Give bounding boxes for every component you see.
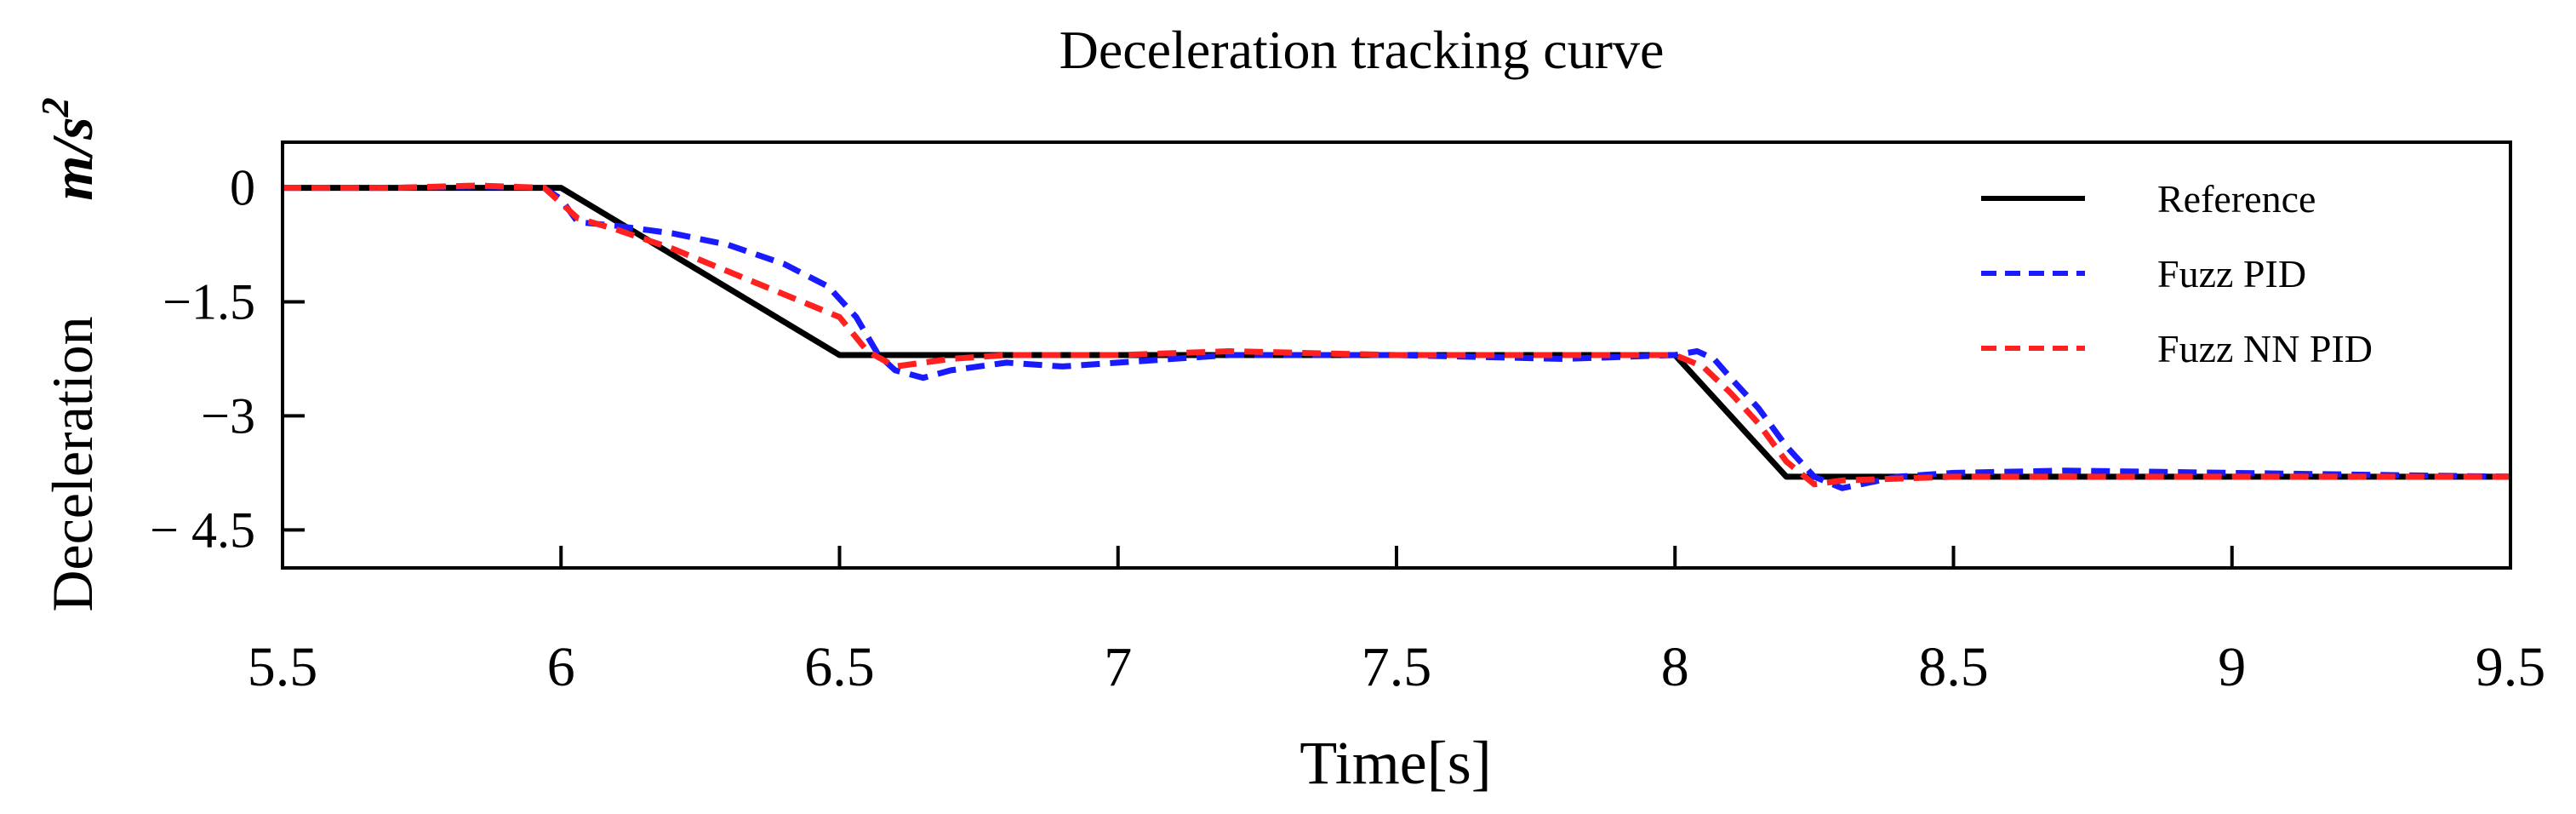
plot-frame bbox=[281, 140, 2512, 570]
y-tick-label: −1.5 bbox=[163, 274, 255, 330]
chart-title: Deceleration tracking curve bbox=[1060, 20, 1665, 80]
x-tick-label: 8.5 bbox=[1918, 636, 1989, 698]
legend-label: Fuzz NN PID bbox=[2157, 327, 2373, 370]
y-unit-exponent: 2 bbox=[33, 97, 77, 118]
x-axis-label: Time[s] bbox=[1299, 729, 1491, 797]
x-tick-label: 8 bbox=[1661, 636, 1689, 698]
x-tick-label: 6 bbox=[547, 636, 575, 698]
x-tick-label: 5.5 bbox=[248, 636, 318, 698]
series-line-2 bbox=[283, 182, 2510, 488]
y-unit-base: m/s bbox=[40, 117, 105, 200]
x-axis-ticks: 5.5 6 6.5 7 7.5 8 8.5 9 9.5 bbox=[248, 546, 2546, 698]
y-axis-ticks: 0 −1.5 −3 − 4.5 bbox=[150, 160, 305, 558]
x-tick-label: 6.5 bbox=[804, 636, 875, 698]
x-tick-label: 7.5 bbox=[1362, 636, 1432, 698]
y-tick-label: 0 bbox=[230, 160, 255, 216]
x-tick-label: 9 bbox=[2218, 636, 2246, 698]
legend-label: Reference bbox=[2157, 177, 2316, 221]
y-axis-unit: m/s2 bbox=[33, 97, 105, 200]
series-lines bbox=[283, 182, 2511, 491]
y-axis-label: Deceleration bbox=[40, 316, 105, 611]
legend: Reference Fuzz PID Fuzz NN PID bbox=[1981, 177, 2373, 370]
x-tick-label: 7 bbox=[1104, 636, 1132, 698]
x-tick-label: 9.5 bbox=[2476, 636, 2546, 698]
legend-label: Fuzz PID bbox=[2157, 252, 2306, 295]
y-tick-label: − 4.5 bbox=[150, 502, 255, 558]
y-tick-label: −3 bbox=[201, 387, 255, 444]
